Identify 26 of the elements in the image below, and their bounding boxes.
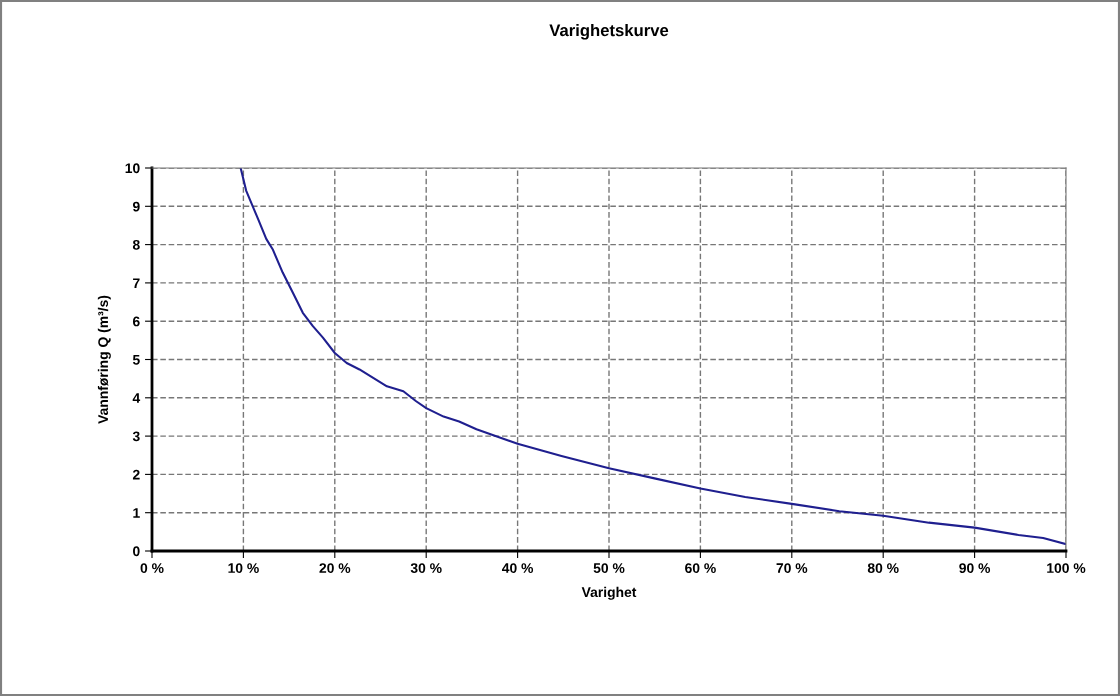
x-tick-label: 40 % <box>501 563 534 574</box>
y-tick-label: 2 <box>132 469 140 480</box>
x-tick-label: 80 % <box>867 563 899 574</box>
y-tick-label: 1 <box>133 508 140 518</box>
chart-title: Varighetskurve <box>549 23 669 40</box>
x-tick-label: 100 % <box>1047 563 1086 574</box>
x-tick-label: 50 % <box>593 563 625 574</box>
y-tick-label: 4 <box>132 393 141 403</box>
y-tick-label: 6 <box>132 316 140 327</box>
y-tick-label: 10 <box>125 163 140 174</box>
x-tick-label: 70 % <box>776 563 808 574</box>
line-series <box>239 168 1066 546</box>
y-tick-label: 8 <box>132 239 140 250</box>
x-tick-label: 90 % <box>959 563 991 574</box>
x-axis-title: Varighet <box>581 586 637 600</box>
x-tick-label: 20 % <box>319 563 351 574</box>
y-tick-label: 3 <box>132 431 140 442</box>
y-tick-label: 0 <box>133 546 140 557</box>
y-tick-label: 5 <box>132 354 140 365</box>
y-axis-title: Vannføring Q (m³/s) <box>97 295 111 424</box>
y-tick-label: 9 <box>132 201 140 212</box>
x-tick-label: 60 % <box>685 563 716 574</box>
x-tick-label: 10 % <box>228 563 259 574</box>
y-tick-label: 7 <box>133 278 140 288</box>
x-tick-label: 0 % <box>140 563 164 574</box>
x-tick-label: 30 % <box>410 563 442 574</box>
